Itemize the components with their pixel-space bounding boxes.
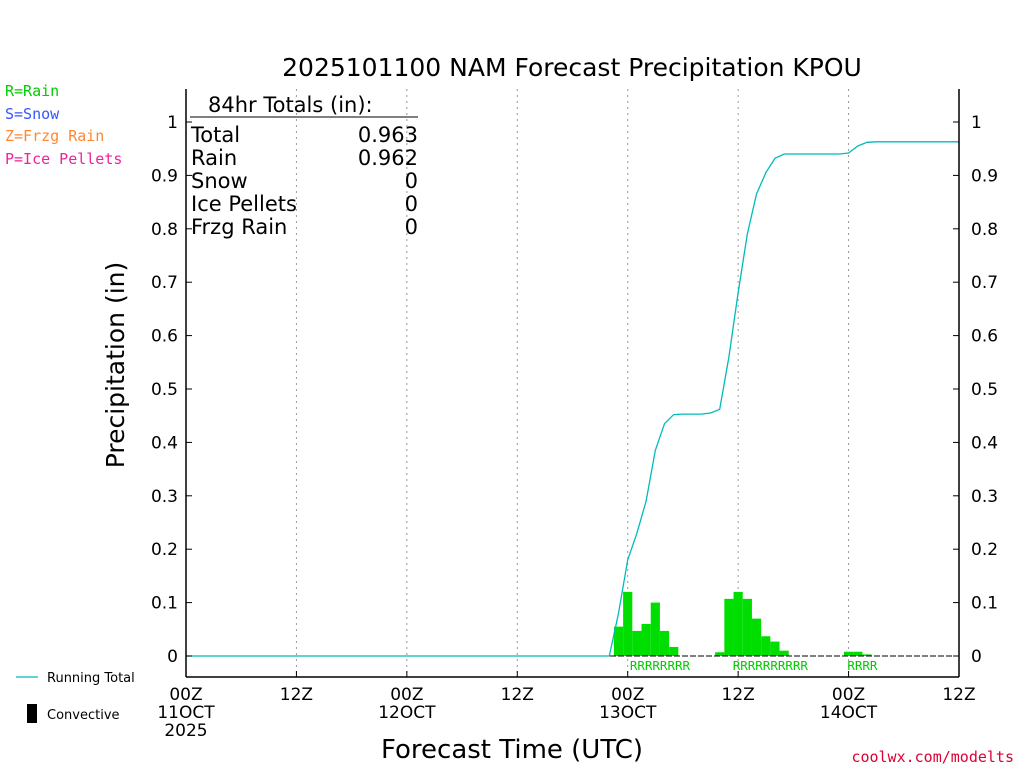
y-tick-label-right: 0.9: [971, 166, 998, 186]
precip-bar: [733, 591, 743, 656]
y-tick-label-right: 0.2: [971, 540, 998, 560]
x-tick-label: 00Z: [169, 685, 202, 705]
y-tick-label-left: 0.6: [151, 327, 178, 347]
x-tick-label: 11OCT: [157, 703, 215, 723]
credit-text: coolwx.com/modelts: [851, 748, 1014, 766]
x-tick-label: 13OCT: [599, 703, 657, 723]
legend-rain: R=Rain: [5, 82, 59, 100]
totals-label-rain: Rain: [191, 146, 237, 170]
precip-type-code: RRRR: [847, 658, 878, 673]
precip-bar: [724, 598, 734, 656]
grid-lines: [295, 89, 850, 677]
precip-bar: [862, 654, 872, 656]
totals-label-ice-pellets: Ice Pellets: [191, 192, 297, 216]
precip-bar: [650, 602, 660, 656]
precip-bar: [770, 641, 780, 656]
totals-label-snow: Snow: [191, 169, 248, 193]
precip-bar: [761, 636, 771, 656]
totals-label-total: Total: [190, 123, 240, 147]
precip-bar: [843, 651, 854, 656]
y-tick-label-left: 1: [167, 113, 178, 133]
precip-bar: [715, 652, 725, 656]
precip-bar: [623, 591, 633, 656]
running-total-legend-label: Running Total: [47, 671, 135, 686]
precip-bar: [751, 618, 762, 656]
y-tick-label-left: 0: [167, 647, 178, 667]
legend-frzg-rain: Z=Frzg Rain: [5, 127, 104, 145]
chart-title: 2025101100 NAM Forecast Precipitation KP…: [282, 53, 862, 82]
y-tick-label-right: 0.4: [971, 433, 998, 453]
y-tick-label-right: 0.3: [971, 487, 998, 507]
x-tick-label: 00Z: [390, 685, 423, 705]
y-tick-label-right: 0: [971, 647, 982, 667]
y-tick-label-right: 0.1: [971, 594, 998, 614]
x-tick-label: 2025: [164, 721, 207, 741]
precip-bar: [659, 630, 670, 656]
precip-bar: [779, 650, 789, 656]
y-tick-label-left: 0.3: [151, 487, 178, 507]
totals-value-total: 0.963: [358, 123, 418, 147]
y-tick-label-left: 0.8: [151, 220, 178, 240]
running-total-line: [186, 141, 959, 657]
y-tick-label-right: 0.7: [971, 273, 998, 293]
totals-header: 84hr Totals (in):: [208, 93, 373, 117]
precip-type-codes: RRRRRRRR RRRRRRRRRR RRRR: [630, 658, 878, 673]
convective-legend-swatch: [27, 704, 37, 723]
axes: [185, 89, 960, 678]
x-tick-label: 12Z: [722, 685, 755, 705]
y-tick-label-left: 0.5: [151, 380, 178, 400]
precip-bar: [742, 598, 752, 656]
y-tick-label-left: 0.2: [151, 540, 178, 560]
y-tick-label-right: 0.6: [971, 327, 998, 347]
x-tick-label: 12Z: [280, 685, 313, 705]
precip-type-legend: R=Rain S=Snow Z=Frzg Rain P=Ice Pellets: [5, 82, 122, 168]
y-tick-label-left: 0.4: [151, 433, 178, 453]
precip-bar: [632, 630, 642, 656]
y-tick-label-right: 0.5: [971, 380, 998, 400]
series-legend: Running Total Convective: [16, 671, 135, 723]
precip-type-code: RRRRRRRRRR: [733, 658, 809, 673]
y-tick-labels: 0 00.1 0.10.2 0.20.3 0.30.4 0.40.5 0.50.6 0.60.…: [151, 113, 998, 667]
precip-bar: [613, 626, 624, 656]
y-tick-label-left: 0.9: [151, 166, 178, 186]
totals-value-rain: 0.962: [358, 146, 418, 170]
convective-legend-label: Convective: [47, 708, 120, 723]
y-tick-label-right: 0.8: [971, 220, 998, 240]
precip-bar: [641, 623, 651, 656]
legend-snow: S=Snow: [5, 105, 60, 123]
y-axis-label: Precipitation (in): [101, 262, 130, 469]
x-tick-label: 00Z: [611, 685, 644, 705]
precip-bars: [613, 591, 872, 656]
y-tick-label-right: 1: [971, 113, 982, 133]
x-tick-label: 12Z: [942, 685, 975, 705]
precip-bar: [853, 651, 863, 656]
x-axis-label: Forecast Time (UTC): [381, 735, 643, 765]
y-tick-label-left: 0.7: [151, 273, 178, 293]
x-tick-label: 12OCT: [378, 703, 436, 723]
totals-value-snow: 0: [405, 169, 418, 193]
totals-box: 84hr Totals (in): Total 0.963 Rain 0.962…: [190, 93, 418, 239]
running-total-polyline: [186, 141, 959, 657]
totals-value-frzg-rain: 0: [405, 215, 418, 239]
y-tick-label-left: 0.1: [151, 594, 178, 614]
x-tick-label: 14OCT: [820, 703, 878, 723]
precip-bar: [669, 646, 679, 656]
legend-ice-pellets: P=Ice Pellets: [5, 150, 122, 168]
precip-type-code: RRRRRRRR: [630, 658, 691, 673]
totals-value-ice-pellets: 0: [405, 192, 418, 216]
x-tick-label: 00Z: [832, 685, 865, 705]
totals-label-frzg-rain: Frzg Rain: [191, 215, 287, 239]
x-tick-label: 12Z: [501, 685, 534, 705]
